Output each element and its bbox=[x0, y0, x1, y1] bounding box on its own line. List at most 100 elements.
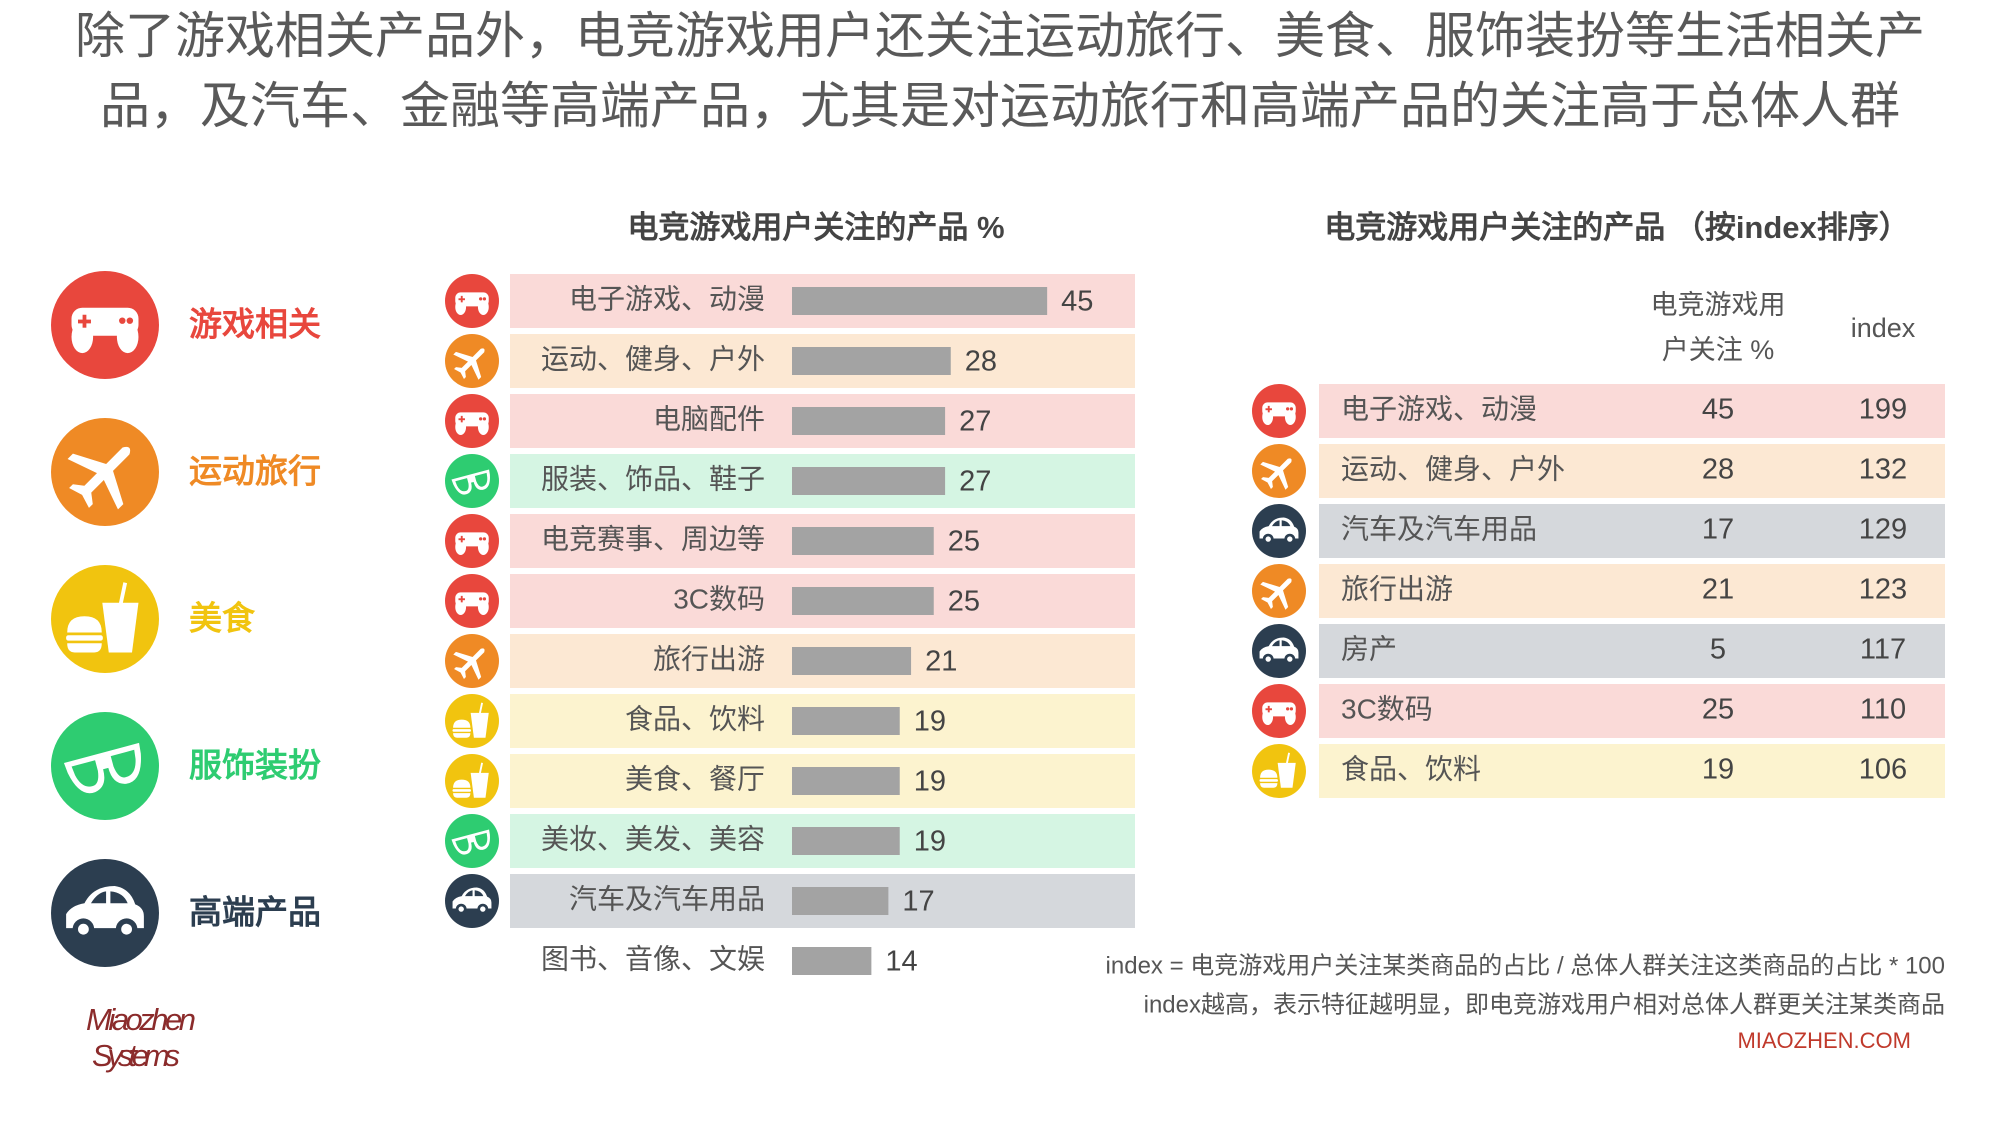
value-label: 45 bbox=[1061, 286, 1093, 318]
glyph bbox=[470, 712, 489, 738]
icon-glyph bbox=[455, 412, 489, 436]
icon-glyph bbox=[1259, 637, 1299, 665]
value-label: 17 bbox=[902, 886, 934, 918]
glyph bbox=[1286, 407, 1290, 411]
glyph bbox=[455, 538, 467, 556]
glyph bbox=[1277, 762, 1296, 788]
glyph bbox=[477, 598, 489, 616]
glyph bbox=[121, 923, 132, 935]
glyph bbox=[1289, 707, 1294, 711]
glyph bbox=[460, 415, 463, 423]
legend-label: 运动旅行 bbox=[189, 453, 321, 490]
table-cell: 食品、饮料 bbox=[1341, 753, 1481, 784]
glyph bbox=[460, 595, 463, 603]
glyph bbox=[464, 890, 484, 897]
value-label: 19 bbox=[914, 766, 946, 798]
icon-glyph bbox=[1259, 517, 1299, 545]
icon bbox=[51, 859, 159, 967]
column-header: 户关注 % bbox=[1662, 335, 1775, 365]
glyph bbox=[482, 597, 487, 601]
glyph bbox=[1260, 458, 1292, 490]
bar bbox=[792, 647, 912, 675]
icon bbox=[445, 634, 499, 688]
glyph bbox=[119, 317, 126, 324]
glyph bbox=[477, 538, 489, 556]
glyph bbox=[479, 597, 483, 601]
icon bbox=[1252, 744, 1306, 798]
icon-glyph bbox=[452, 762, 489, 798]
glyph bbox=[1260, 783, 1278, 788]
glyph bbox=[71, 320, 94, 354]
bar bbox=[792, 707, 900, 735]
value-label: 14 bbox=[885, 946, 917, 978]
icon-glyph bbox=[1260, 578, 1292, 610]
row-background bbox=[1319, 624, 1945, 678]
value-label: 27 bbox=[959, 406, 991, 438]
category-label: 电子游戏、动漫 bbox=[569, 283, 765, 314]
column-header: 电竞游戏用 bbox=[1651, 290, 1786, 320]
row-background bbox=[1319, 444, 1945, 498]
icon bbox=[1252, 624, 1306, 678]
icon bbox=[445, 814, 499, 868]
icon bbox=[1252, 504, 1306, 558]
category-label: 食品、饮料 bbox=[625, 703, 765, 734]
icon-glyph bbox=[63, 742, 141, 794]
glyph bbox=[453, 779, 471, 788]
glyph bbox=[451, 829, 490, 855]
glyph bbox=[1260, 769, 1278, 778]
glyph bbox=[1267, 705, 1270, 713]
icon-glyph bbox=[66, 582, 139, 653]
icon bbox=[445, 574, 499, 628]
category-label: 旅行出游 bbox=[653, 643, 765, 674]
bar bbox=[792, 287, 1048, 315]
glyph bbox=[1287, 536, 1293, 542]
icon-glyph bbox=[1262, 702, 1296, 726]
bar bbox=[792, 527, 934, 555]
glyph bbox=[1267, 405, 1270, 413]
column-header: index bbox=[1851, 313, 1916, 343]
category-label: 服装、饰品、鞋子 bbox=[541, 463, 765, 494]
glyph bbox=[66, 886, 144, 929]
table-cell: 旅行出游 bbox=[1341, 573, 1453, 604]
row-background bbox=[1319, 384, 1945, 438]
table-cell: 28 bbox=[1702, 454, 1734, 486]
category-label: 电脑配件 bbox=[653, 403, 765, 434]
icon bbox=[1252, 444, 1306, 498]
table-cell: 运动、健身、户外 bbox=[1341, 453, 1565, 484]
icon-glyph bbox=[71, 307, 139, 354]
table-cell: 汽车及汽车用品 bbox=[1341, 513, 1537, 544]
glyph bbox=[451, 469, 490, 495]
icon bbox=[51, 418, 159, 526]
icon bbox=[445, 334, 499, 388]
icon bbox=[1252, 564, 1306, 618]
icon-glyph bbox=[453, 648, 485, 680]
bar bbox=[792, 767, 900, 795]
glyph bbox=[1259, 779, 1278, 782]
glyph bbox=[118, 582, 128, 605]
glyph bbox=[460, 535, 463, 543]
glyph bbox=[102, 602, 139, 653]
category-label: 运动、健身、户外 bbox=[541, 343, 765, 374]
table-cell: 123 bbox=[1859, 574, 1907, 606]
table-cell: 106 bbox=[1859, 754, 1907, 786]
glyph bbox=[460, 295, 463, 303]
table-cell: 19 bbox=[1702, 754, 1734, 786]
glyph bbox=[477, 418, 489, 436]
website: MIAOZHEN.COM bbox=[1737, 1028, 1911, 1053]
table-cell: 132 bbox=[1859, 454, 1907, 486]
glyph bbox=[1286, 707, 1290, 711]
icon-glyph bbox=[67, 446, 131, 510]
glyph bbox=[1285, 752, 1291, 764]
value-label: 28 bbox=[965, 346, 997, 378]
glyph bbox=[455, 478, 469, 492]
category-label: 图书、音像、文娱 bbox=[541, 943, 765, 974]
glyph bbox=[452, 729, 471, 732]
glyph bbox=[479, 297, 483, 301]
icon-glyph bbox=[1260, 458, 1292, 490]
glyph bbox=[470, 772, 489, 798]
glyph bbox=[1262, 708, 1274, 726]
bar bbox=[792, 467, 946, 495]
footnote: index越高，表示特征越明显，即电竞游戏用户相对总体人群更关注某类商品 bbox=[1144, 991, 1945, 1018]
